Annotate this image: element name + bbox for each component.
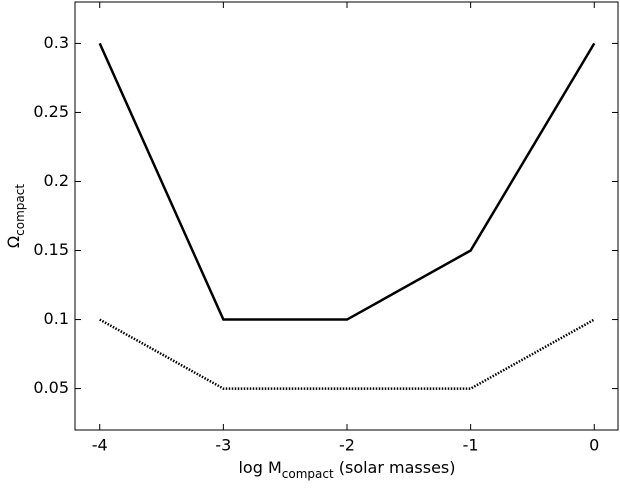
- y-tick-label: 0.05: [33, 378, 69, 397]
- y-tick-label: 0.15: [33, 240, 69, 259]
- x-tick-label: -1: [463, 436, 479, 455]
- y-label-main: Ω: [4, 236, 23, 248]
- x-tick-label: 0: [589, 436, 599, 455]
- x-axis-label: log Mcompact (solar masses): [238, 458, 455, 481]
- y-tick-label: 0.25: [33, 102, 69, 121]
- x-tick-label: -2: [339, 436, 355, 455]
- x-label-sub: compact: [282, 467, 334, 481]
- y-axis-label: Ωcompact: [4, 184, 27, 248]
- series-line: [98, 42, 596, 321]
- x-tick-label: -4: [92, 436, 108, 455]
- y-tick-label: 0.2: [44, 171, 69, 190]
- y-tick-label: 0.3: [44, 33, 69, 52]
- x-label-tail: (solar masses): [334, 458, 456, 477]
- series-line: [99, 318, 595, 390]
- y-tick-label: 0.1: [44, 309, 69, 328]
- x-label-main: log M: [238, 458, 281, 477]
- x-tick-label: -3: [215, 436, 231, 455]
- y-label-sub: compact: [13, 184, 27, 236]
